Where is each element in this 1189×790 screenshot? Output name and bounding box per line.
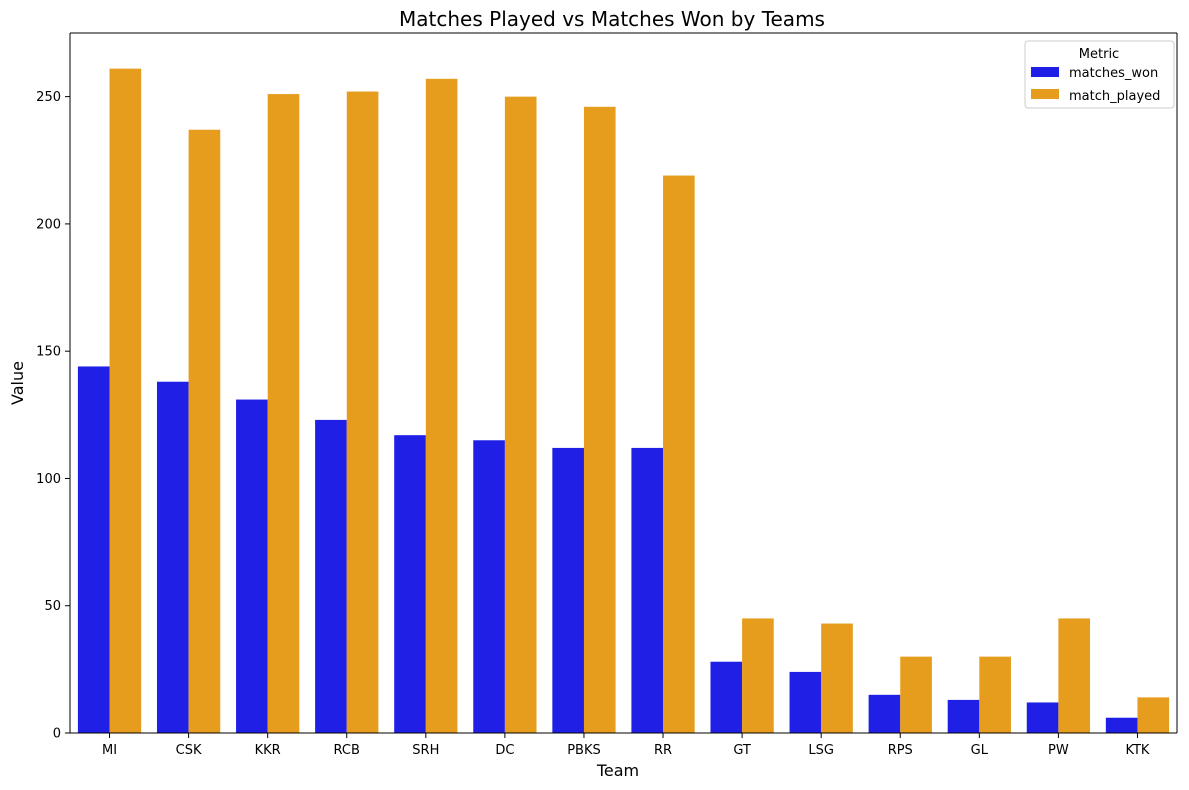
x-tick-label: PBKS	[567, 743, 601, 758]
bar-matches-won-gt	[710, 661, 743, 733]
bar-match-played-rr	[663, 175, 695, 734]
legend-title: Metric	[1079, 47, 1119, 62]
bar-matches-won-rps	[868, 694, 901, 733]
y-tick-label: 50	[44, 599, 61, 614]
y-tick-label: 250	[36, 90, 61, 105]
legend: Metric matches_won match_played	[1024, 40, 1175, 109]
bar-match-played-ktk	[1137, 697, 1170, 733]
x-tick-label: CSK	[176, 743, 202, 758]
bar-match-played-rps	[900, 656, 932, 733]
bar-match-played-dc	[504, 96, 537, 733]
x-tick-label: SRH	[412, 743, 439, 758]
bar-match-played-rcb	[346, 91, 379, 734]
x-tick-label: RCB	[334, 743, 360, 758]
bar-matches-won-kkr	[236, 399, 268, 733]
x-axis-title: Team	[596, 761, 639, 780]
legend-swatch-matches-won	[1031, 67, 1059, 77]
plot-area: 0 50 100 150 200 250 MI CSK KKR RCB SRH DC PBKS RR GT L…	[36, 32, 1178, 758]
bar-matches-won-ktk	[1105, 717, 1138, 733]
bar-matches-won-pw	[1026, 702, 1059, 733]
legend-label-match-played: match_played	[1069, 89, 1160, 104]
bar-matches-won-gl	[947, 699, 980, 733]
x-tick-label: GL	[971, 743, 989, 758]
bar-match-played-pw	[1058, 618, 1091, 733]
bar-match-played-gt	[742, 618, 774, 733]
bar-match-played-kkr	[267, 94, 300, 734]
bar-matches-won-dc	[473, 440, 505, 733]
bar-match-played-lsg	[821, 623, 853, 733]
bar-match-played-pbks	[583, 106, 616, 733]
x-tick-label: GT	[733, 743, 751, 758]
legend-swatch-match-played	[1031, 89, 1059, 99]
x-tick-label: RPS	[888, 743, 913, 758]
x-tick-label: KKR	[255, 743, 281, 758]
y-tick-label: 150	[36, 345, 61, 360]
x-tick-label: LSG	[808, 743, 834, 758]
legend-box	[1024, 40, 1175, 109]
x-tick-label: PW	[1048, 743, 1069, 758]
x-tick-label: KTK	[1125, 743, 1149, 758]
bar-matches-won-rr	[631, 447, 664, 733]
bar-match-played-mi	[109, 68, 142, 733]
bar-match-played-srh	[425, 78, 458, 733]
x-tick-label: DC	[495, 743, 514, 758]
bar-match-played-csk	[188, 129, 221, 734]
legend-label-matches-won: matches_won	[1069, 66, 1158, 81]
chart-title: Matches Played vs Matches Won by Teams	[399, 7, 825, 31]
bar-matches-won-csk	[156, 381, 189, 733]
bar-matches-won-srh	[394, 435, 426, 733]
bar-match-played-gl	[979, 656, 1011, 733]
y-tick-label: 100	[36, 472, 61, 487]
y-tick-label: 200	[36, 217, 61, 232]
bar-matches-won-mi	[77, 366, 110, 733]
x-tick-label: RR	[654, 743, 672, 758]
bar-matches-won-rcb	[315, 419, 347, 733]
bar-matches-won-lsg	[789, 671, 822, 733]
y-tick-label: 0	[53, 727, 61, 742]
y-axis-title: Value	[8, 361, 27, 405]
x-tick-label: MI	[102, 743, 117, 758]
bar-matches-won-pbks	[552, 447, 584, 733]
